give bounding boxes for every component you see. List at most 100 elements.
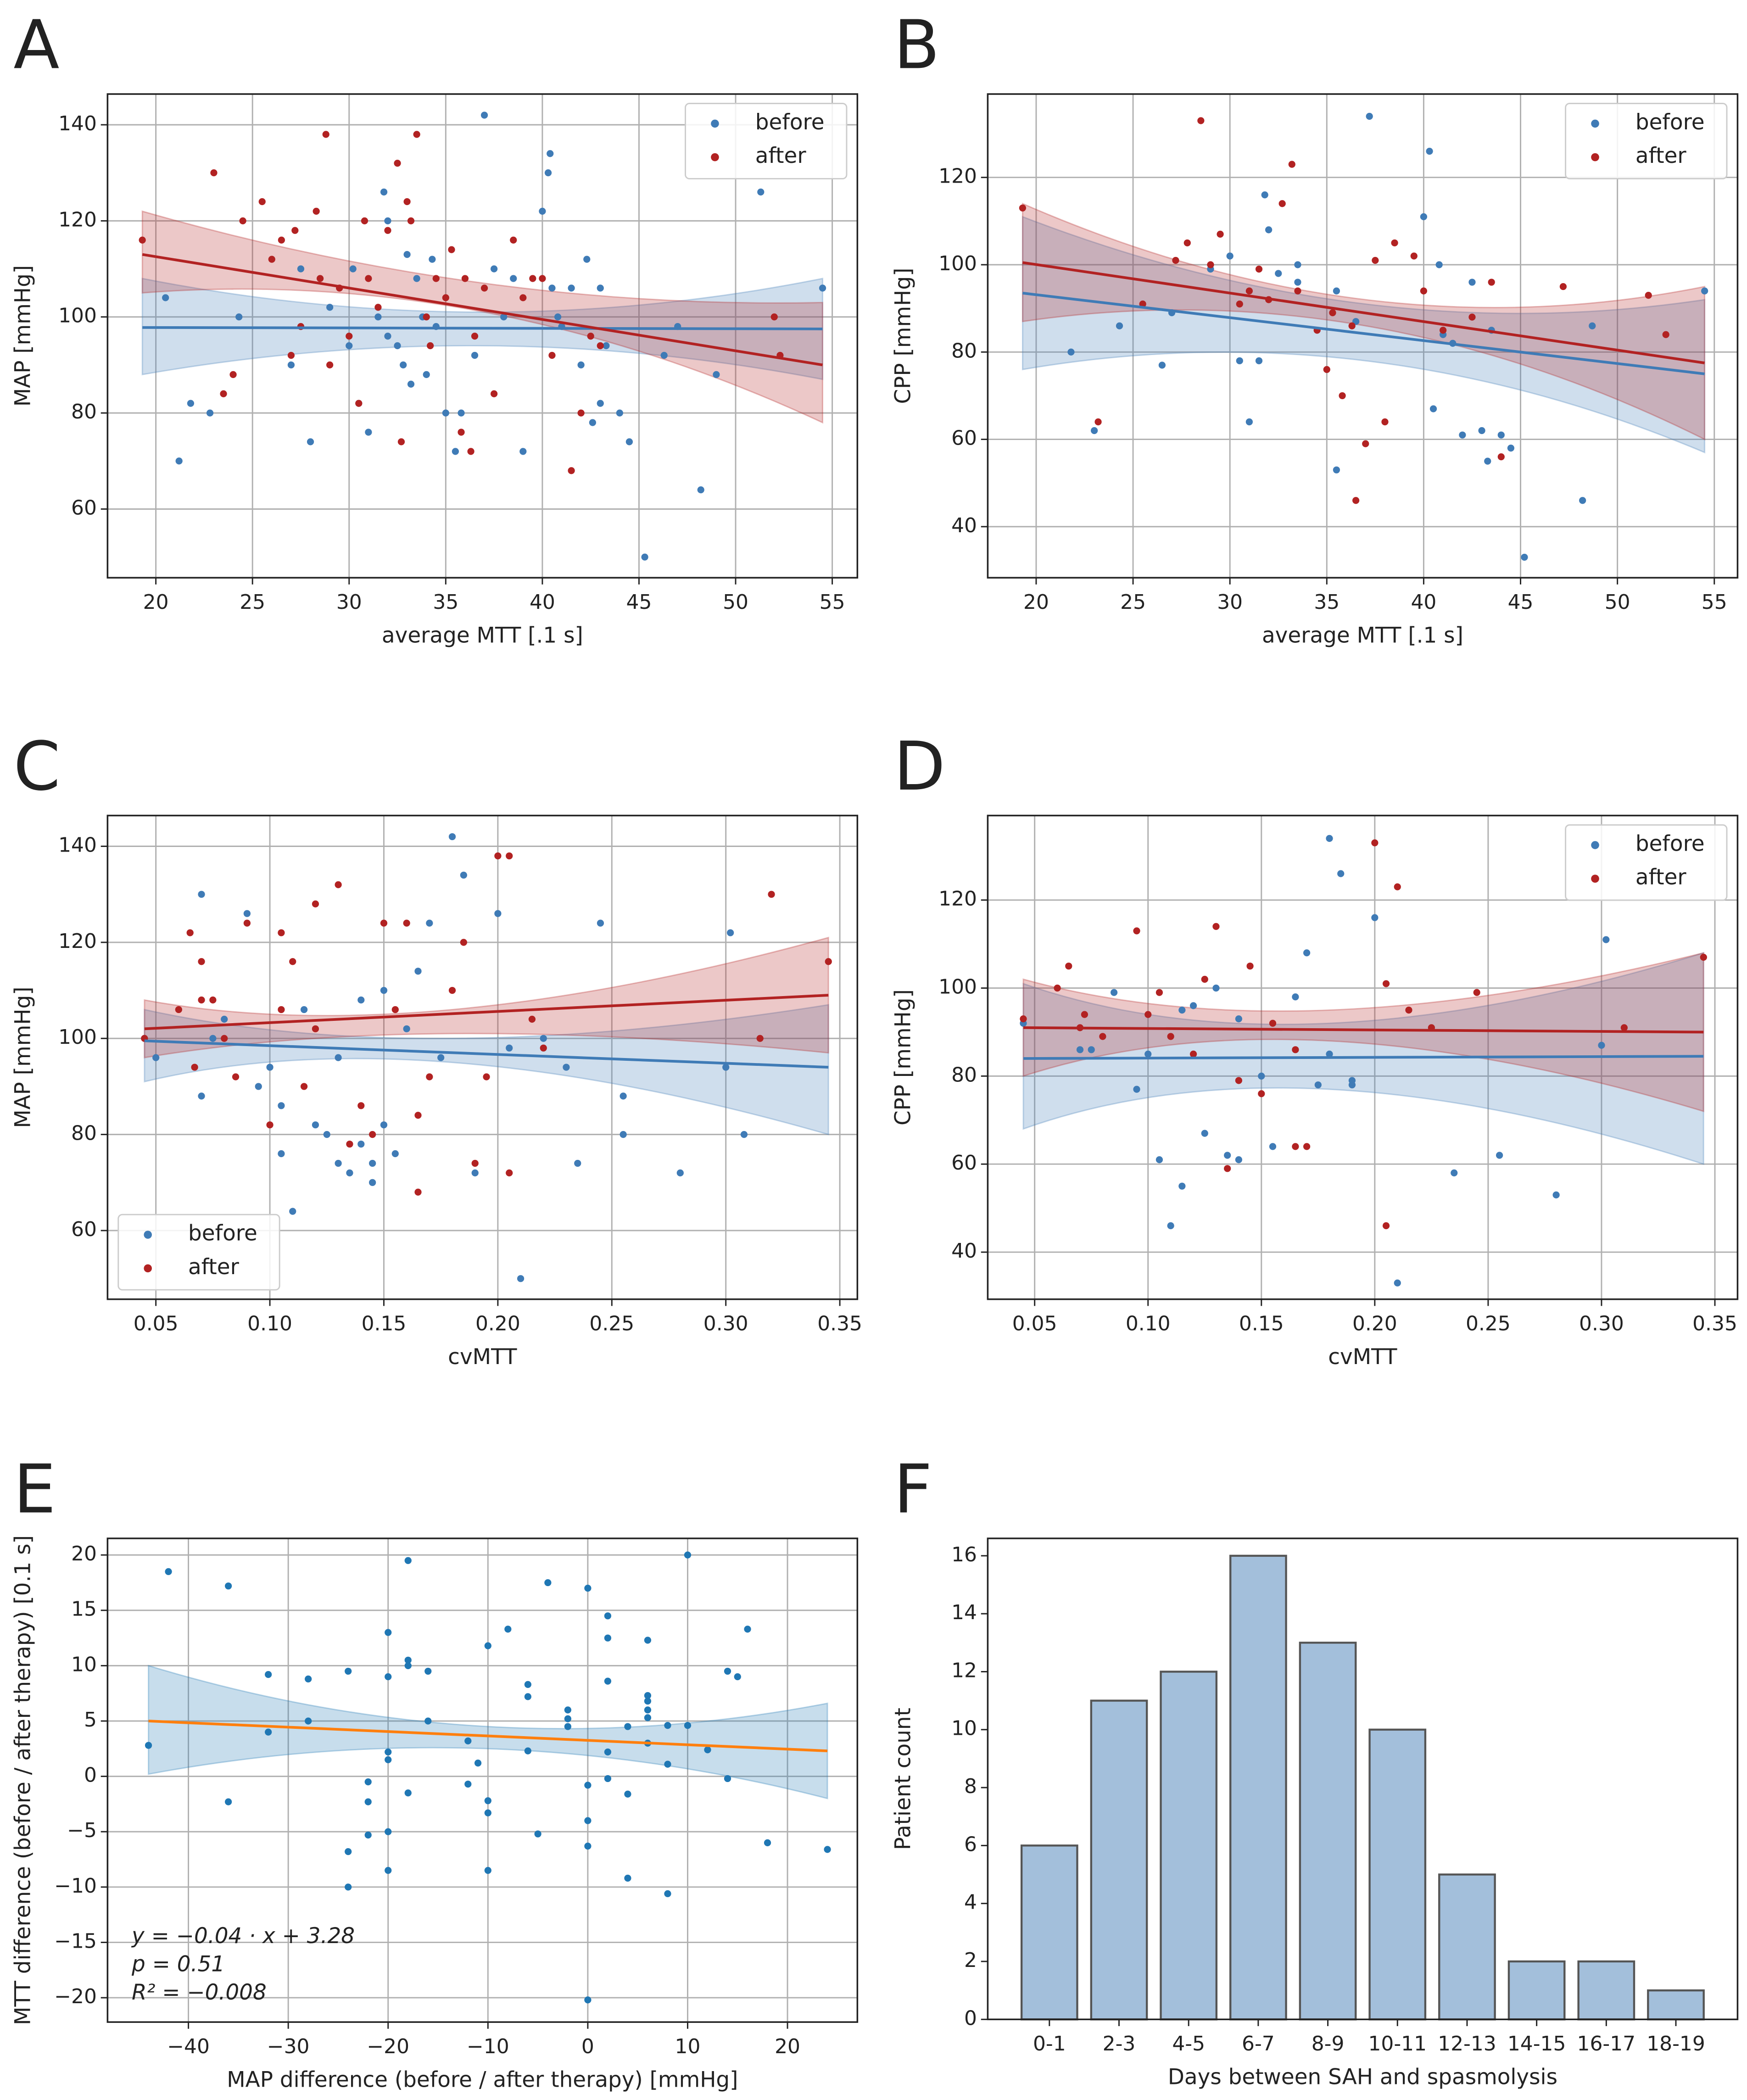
- point: [1224, 1152, 1231, 1159]
- point: [620, 1131, 627, 1138]
- point: [510, 236, 517, 244]
- point: [355, 400, 363, 407]
- point: [604, 1634, 612, 1642]
- point: [1245, 287, 1253, 295]
- point: [335, 1159, 342, 1167]
- point: [539, 207, 546, 215]
- point: [380, 188, 388, 196]
- point: [152, 1054, 160, 1061]
- legend-label: before: [1635, 110, 1705, 135]
- point: [491, 390, 498, 397]
- regression-line: [1023, 1026, 1704, 1034]
- point: [225, 1582, 232, 1590]
- point: [305, 1717, 312, 1725]
- point: [597, 400, 604, 407]
- x-tick-label: 2-3: [1103, 2032, 1136, 2055]
- point: [1362, 440, 1369, 447]
- point: [1303, 949, 1311, 957]
- point: [400, 361, 407, 369]
- point: [500, 313, 508, 321]
- point: [540, 1044, 547, 1052]
- x-tick-label: 0.10: [247, 1312, 292, 1335]
- point: [577, 409, 585, 417]
- plot-frame: [987, 93, 1739, 579]
- point: [206, 409, 214, 417]
- point: [563, 1064, 570, 1071]
- point: [1348, 322, 1356, 329]
- point: [232, 1073, 240, 1081]
- point: [506, 852, 513, 860]
- point: [484, 1867, 491, 1874]
- point: [1155, 989, 1163, 996]
- point: [1076, 1046, 1084, 1053]
- legend-box: [1565, 103, 1728, 179]
- point: [724, 1667, 731, 1675]
- point: [644, 1706, 652, 1714]
- confidence-band: [141, 210, 824, 424]
- point: [616, 409, 623, 417]
- bar: [1299, 1642, 1357, 2021]
- point: [519, 294, 527, 301]
- point: [322, 131, 329, 138]
- point: [577, 361, 585, 369]
- point: [460, 871, 467, 879]
- x-tick-label: 0.35: [1692, 1312, 1737, 1335]
- point: [186, 929, 194, 936]
- y-tick-label: 2: [964, 1949, 977, 1972]
- point: [365, 429, 372, 436]
- point: [1189, 1002, 1197, 1009]
- point: [1405, 1006, 1412, 1014]
- point: [403, 1025, 410, 1032]
- plot-frame: [106, 1537, 859, 2023]
- point: [764, 1839, 771, 1846]
- y-tick-label: 40: [951, 1239, 977, 1263]
- point: [1410, 252, 1418, 260]
- point: [369, 1159, 376, 1167]
- point: [768, 891, 775, 898]
- point: [1468, 279, 1476, 286]
- point: [426, 919, 433, 927]
- point: [145, 1742, 152, 1749]
- point: [305, 1675, 312, 1682]
- legend-marker: [1591, 119, 1599, 128]
- point: [1484, 457, 1491, 465]
- point: [604, 1775, 612, 1782]
- point: [423, 371, 430, 378]
- point: [1116, 322, 1123, 329]
- point: [1602, 936, 1610, 943]
- point: [825, 958, 832, 965]
- point: [506, 1169, 513, 1176]
- y-tick-label: 12: [951, 1659, 977, 1682]
- regression-line: [144, 994, 829, 1031]
- point: [414, 1112, 422, 1119]
- x-axis-label: MAP difference (before / after therapy) …: [227, 2068, 738, 2093]
- point: [458, 409, 465, 417]
- point: [385, 1748, 392, 1756]
- point: [403, 919, 410, 927]
- legend-label: before: [755, 110, 825, 135]
- point: [1099, 1033, 1106, 1040]
- point: [1235, 1077, 1243, 1084]
- point: [1451, 1169, 1458, 1177]
- point: [1261, 191, 1268, 199]
- point: [403, 198, 411, 206]
- point: [1497, 453, 1505, 461]
- x-tick-label: 0.30: [703, 1312, 748, 1335]
- y-tick-label: 140: [58, 834, 97, 857]
- panel: B 40 60 80 100 120 20 25 30 35 40 45 50 55 average MTT…: [891, 6, 1739, 648]
- x-tick-label: 25: [240, 590, 265, 614]
- point: [471, 351, 479, 359]
- point: [1348, 1081, 1356, 1089]
- legend-marker: [1591, 153, 1599, 162]
- confidence-band: [144, 1004, 829, 1136]
- point: [312, 900, 319, 908]
- point: [1212, 984, 1220, 992]
- y-tick-label: 0: [964, 2006, 977, 2030]
- point: [1172, 256, 1179, 264]
- point: [644, 1714, 652, 1721]
- x-tick-label: 45: [1508, 590, 1534, 614]
- point: [1326, 835, 1333, 842]
- point: [484, 1642, 491, 1649]
- point: [660, 351, 668, 359]
- point: [684, 1722, 692, 1729]
